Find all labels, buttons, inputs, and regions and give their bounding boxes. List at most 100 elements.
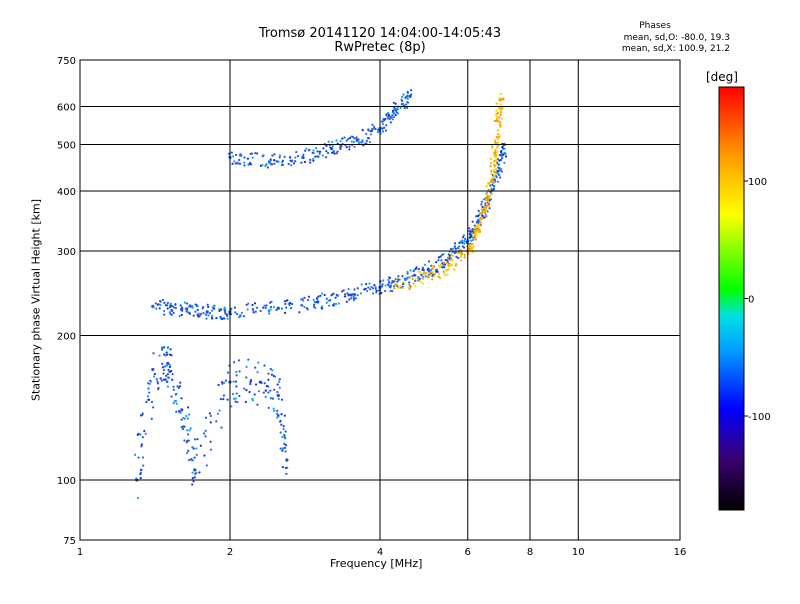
scatter-echo — [312, 157, 315, 161]
scatter-echo — [343, 295, 347, 298]
scatter-echo — [331, 292, 334, 296]
scatter-echo — [497, 163, 500, 166]
data-point — [180, 408, 184, 412]
scatter-echo — [431, 278, 434, 281]
scatter-echo — [216, 412, 220, 415]
scatter-echo — [303, 296, 306, 299]
scatter-echo — [166, 373, 169, 376]
scatter-echo — [345, 300, 348, 303]
scatter-echo — [136, 496, 140, 500]
scatter-echo — [451, 254, 455, 257]
scatter-echo — [152, 406, 155, 409]
scatter-echo — [235, 370, 238, 373]
scatter-echo — [169, 302, 173, 305]
scatter-echo — [334, 302, 338, 306]
scatter-echo — [179, 304, 182, 307]
scatter-echo — [133, 453, 137, 456]
colorbar — [718, 86, 745, 511]
scatter-echo — [231, 162, 234, 165]
scatter-echo — [210, 316, 214, 319]
scatter-echo — [256, 371, 259, 374]
scatter-echo — [238, 316, 241, 319]
scatter-echo — [284, 443, 288, 447]
scatter-echo — [322, 147, 325, 150]
scatter-echo — [490, 180, 493, 184]
scatter-echo — [390, 289, 394, 293]
scatter-echo — [204, 313, 208, 316]
scatter-echo — [350, 140, 353, 143]
scatter-echo — [147, 398, 151, 401]
scatter-echo — [267, 309, 270, 312]
scatter-echo — [312, 159, 315, 162]
scatter-echo — [271, 154, 274, 157]
scatter-echo — [232, 397, 236, 400]
scatter-echo — [139, 433, 142, 436]
scatter-echo — [246, 308, 249, 311]
scatter-echo — [448, 254, 451, 257]
colorbar-ticks: -100 0 100 — [744, 177, 771, 423]
scatter-echo — [388, 276, 392, 280]
scatter-echo — [246, 157, 249, 160]
scatter-echo — [387, 284, 391, 287]
scatter-echo — [188, 304, 192, 307]
scatter-echo — [365, 283, 368, 286]
scatter-echo — [269, 389, 272, 392]
scatter-echo — [203, 432, 206, 435]
scatter-echo — [223, 308, 226, 311]
scatter-echo — [319, 294, 322, 297]
scatter-echo — [477, 209, 480, 213]
scatter-echo — [496, 172, 499, 175]
scatter-echo — [247, 302, 250, 305]
scatter-echo — [328, 304, 331, 307]
scatter-echo — [283, 447, 287, 450]
scatter-echo — [275, 412, 279, 415]
scatter-echo — [442, 261, 446, 264]
scatter-echo — [494, 140, 497, 143]
scatter-echo — [413, 274, 416, 277]
y-tick-label: 500 — [57, 141, 76, 152]
scatter-echo — [447, 268, 450, 271]
scatter-echo — [334, 296, 337, 299]
scatter-echo — [445, 262, 448, 265]
scatter-echo — [394, 102, 397, 105]
scatter-echo — [475, 215, 478, 218]
scatter-echo — [169, 348, 172, 351]
scatter-echo — [395, 111, 398, 114]
scatter-echo — [281, 435, 284, 439]
scatter-echo — [433, 274, 436, 278]
scatter-echo — [449, 248, 453, 251]
scatter-echo — [408, 276, 412, 279]
scatter-echo — [158, 299, 162, 303]
scatter-echo — [365, 132, 368, 136]
scatter-echo — [287, 162, 290, 166]
scatter-echo — [494, 167, 498, 171]
scatter-echo — [459, 259, 463, 262]
y-tick-label: 100 — [57, 476, 76, 487]
scatter-echo — [285, 306, 288, 309]
scatter-echo — [393, 287, 396, 290]
scatter-echo — [171, 304, 174, 308]
scatter-echo — [402, 93, 405, 96]
scatter-echo — [198, 471, 201, 474]
scatter-echo — [317, 295, 320, 298]
scatter-echo — [196, 313, 199, 317]
scatter-echo — [165, 374, 168, 377]
scatter-echo — [308, 149, 311, 152]
scatter-echo — [194, 472, 197, 476]
scatter-echo — [271, 369, 274, 372]
scatter-echo — [155, 307, 158, 310]
scatter-echo — [469, 235, 473, 238]
scatter-echo — [171, 309, 174, 312]
scatter-echo — [368, 140, 372, 144]
scatter-echo — [495, 158, 498, 161]
scatter-echo — [381, 130, 385, 133]
scatter-echo — [321, 154, 324, 157]
scatter-echo — [485, 185, 488, 188]
scatter-echo — [385, 124, 388, 127]
scatter-echo — [397, 275, 400, 278]
scatter-echo — [163, 313, 166, 316]
scatter-echo — [261, 163, 264, 167]
scatter-echo — [459, 248, 462, 251]
scatter-echo — [490, 172, 493, 175]
scatter-echo — [323, 293, 326, 297]
